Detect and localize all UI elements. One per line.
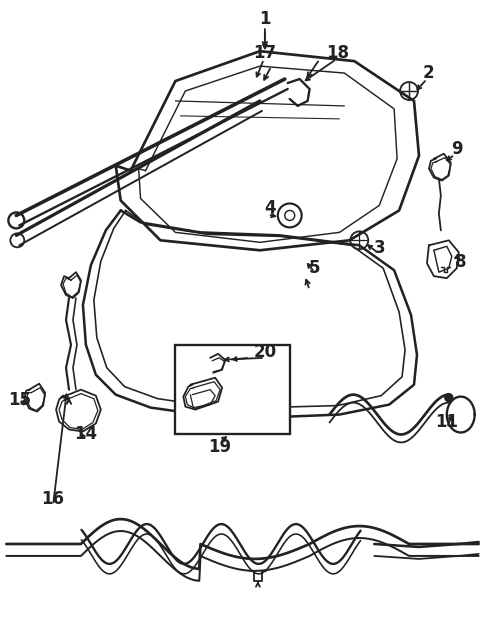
Text: 3: 3 <box>373 239 384 257</box>
Text: 14: 14 <box>74 425 97 444</box>
Text: 18: 18 <box>325 44 348 62</box>
Text: 8: 8 <box>454 253 466 272</box>
Text: 11: 11 <box>435 413 457 430</box>
Bar <box>175 345 289 435</box>
Text: 17: 17 <box>253 44 276 62</box>
Text: 5: 5 <box>308 259 319 277</box>
Text: 19: 19 <box>208 438 231 456</box>
Text: 2: 2 <box>422 64 434 82</box>
Text: 15: 15 <box>8 391 30 409</box>
Text: 4: 4 <box>263 200 275 217</box>
Circle shape <box>444 394 452 401</box>
Text: 16: 16 <box>42 490 64 508</box>
Text: 1: 1 <box>258 10 270 28</box>
Text: 20: 20 <box>253 343 276 361</box>
Text: 9: 9 <box>450 140 462 158</box>
